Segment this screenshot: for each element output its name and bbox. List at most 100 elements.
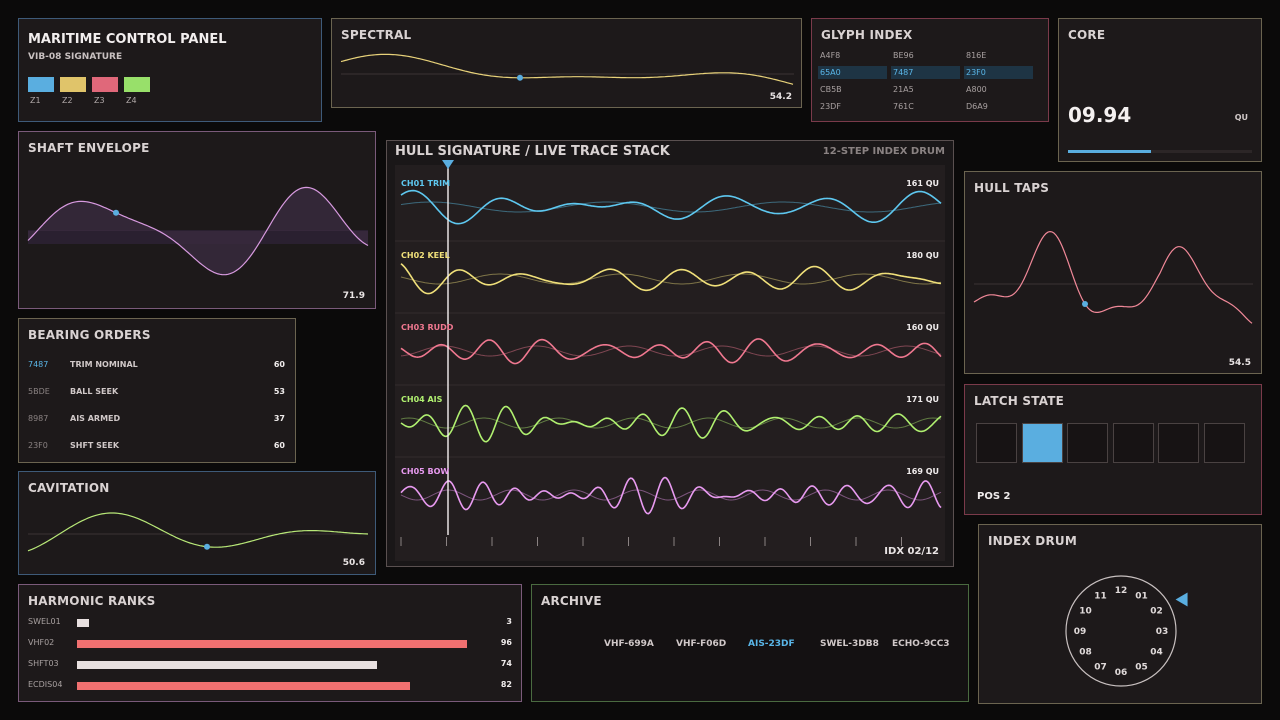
glyph-cell: CB5B xyxy=(820,85,842,94)
bearing-code: 5BDE xyxy=(28,387,50,396)
archive-item[interactable]: ECHO-9CC3 xyxy=(892,639,950,649)
channel-value: 160 QU xyxy=(906,323,939,332)
glyph-index-panel: GLYPH INDEX A4F8 BE96 816E 65A0 7487 23F0 CB5B… xyxy=(811,18,1049,122)
taps-marker xyxy=(1082,301,1088,308)
shaft-marker xyxy=(113,209,119,216)
archive-title: ARCHIVE xyxy=(541,594,602,608)
cursor-marker xyxy=(442,160,454,169)
bearing-value: 60 xyxy=(273,441,285,450)
harmonic-ranks-panel: HARMONIC RANKS SWEL01 3 VHF02 96 SHFT03 74 ECD… xyxy=(18,584,522,702)
glyph-cell: 21A5 xyxy=(893,85,914,94)
trace-area xyxy=(395,165,945,561)
channel-name: CH01 TRIM xyxy=(401,179,451,188)
bearing-code: 8987 xyxy=(28,414,49,423)
glyph-cell: BE96 xyxy=(893,51,914,60)
archive-item[interactable]: VHF-F06D xyxy=(676,639,727,649)
cavitation-wave xyxy=(27,512,369,552)
latch-cell[interactable] xyxy=(976,423,1017,463)
core-panel: CORE 09.94 QU xyxy=(1058,18,1262,162)
glyph-grid: A4F8 BE96 816E 65A0 7487 23F0 CB5B 21A5 A800 23DF… xyxy=(818,49,1044,117)
latch-cell[interactable] xyxy=(1067,423,1108,463)
drum-number: 02 xyxy=(1150,607,1163,617)
glyph-row: 65A0 7487 23F0 xyxy=(818,66,1044,83)
archive-item[interactable]: AIS-23DF xyxy=(748,639,795,649)
drum-number: 06 xyxy=(1115,668,1128,678)
trace-echo xyxy=(400,345,942,357)
channel-value: 161 QU xyxy=(906,179,939,188)
glyph-cell: 761C xyxy=(893,102,914,111)
zone-item: Z3 xyxy=(92,77,118,105)
drum-number: 11 xyxy=(1094,592,1107,602)
drum-number: 12 xyxy=(1115,586,1128,596)
archive-item[interactable]: VHF-699A xyxy=(604,639,654,649)
zone-item: Z1 xyxy=(28,77,54,105)
glyph-row: 23DF 761C D6A9 xyxy=(818,100,1044,117)
latch-cell[interactable] xyxy=(1112,423,1154,463)
trace-line xyxy=(400,189,942,225)
channel-name: CH02 KEEL xyxy=(401,251,450,260)
bearing-label: SHFT SEEK xyxy=(70,441,120,450)
bearing-label: TRIM NOMINAL xyxy=(70,360,138,369)
harmonic-ranks-title: HARMONIC RANKS xyxy=(28,594,156,608)
harmonic-bar xyxy=(77,682,410,690)
shaft-line xyxy=(27,186,369,276)
core-unit: QU xyxy=(1234,113,1248,122)
core-level-fill xyxy=(1068,150,1151,153)
spectral-title: SPECTRAL xyxy=(341,28,412,42)
cavitation-title: CAVITATION xyxy=(28,481,110,495)
hull-taps-title: HULL TAPS xyxy=(974,181,1050,195)
cavitation-value: 50.6 xyxy=(342,558,365,568)
harmonic-bar xyxy=(77,661,378,669)
hull-taps-value: 54.5 xyxy=(1228,358,1251,368)
channel-name: CH04 AIS xyxy=(401,395,443,404)
trace-line xyxy=(400,263,942,295)
trace-line xyxy=(400,404,942,443)
latch-state-panel: LATCH STATE POS 2 xyxy=(964,384,1262,515)
channel-value: 169 QU xyxy=(906,467,939,476)
latch-cell[interactable] xyxy=(1203,423,1245,463)
harmonic-bar xyxy=(77,640,467,648)
archive-item[interactable]: SWEL-3DB8 xyxy=(820,639,879,649)
harmonic-label: SHFT03 xyxy=(28,659,59,668)
zone-swatch xyxy=(60,77,86,92)
spectral-value: 54.2 xyxy=(769,92,792,102)
harmonic-value: 74 xyxy=(500,659,512,668)
cavitation-panel: CAVITATION 50.6 xyxy=(18,471,376,575)
hull-signature-panel: HULL SIGNATURE / LIVE TRACE STACK 12-STE… xyxy=(386,140,954,567)
latch-cell[interactable] xyxy=(1021,423,1063,463)
shaft-envelope-panel: SHAFT ENVELOPE 71.9 xyxy=(18,131,376,309)
glyph-cell: 65A0 xyxy=(818,66,887,79)
glyph-cell: 23F0 xyxy=(964,66,1033,79)
shaft-envelope-wave xyxy=(27,186,369,276)
trace-line xyxy=(400,476,942,515)
bearing-orders-panel: BEARING ORDERS 7487 TRIM NOMINAL 60 5BDE BAL… xyxy=(18,318,296,463)
harmonic-value: 96 xyxy=(500,638,512,647)
bearing-label: AIS ARMED xyxy=(70,414,121,423)
index-drum-title: INDEX DRUM xyxy=(988,534,1077,548)
bearing-label: BALL SEEK xyxy=(70,387,119,396)
glyph-cell: D6A9 xyxy=(966,102,988,111)
latch-position: POS 2 xyxy=(977,491,1011,502)
cav-line xyxy=(27,512,369,552)
channel-name: CH03 RUDD xyxy=(401,323,454,332)
control-panel-header: MARITIME CONTROL PANEL VIB-08 SIGNATURE … xyxy=(18,18,322,122)
latch-cell[interactable] xyxy=(1158,423,1199,463)
zone-label: Z3 xyxy=(94,96,105,105)
shaft-area xyxy=(28,187,368,275)
channel-name: CH05 BOW xyxy=(401,467,450,476)
spectral-panel: SPECTRAL 54.2 xyxy=(331,18,802,108)
bearing-value: 60 xyxy=(273,360,285,369)
zone-swatch xyxy=(92,77,118,92)
drum-number: 03 xyxy=(1156,627,1169,637)
bearing-orders-title: BEARING ORDERS xyxy=(28,328,151,342)
drum-number: 10 xyxy=(1079,607,1092,617)
drum-number: 08 xyxy=(1079,648,1092,658)
core-title: CORE xyxy=(1068,28,1106,42)
glyph-cell: A800 xyxy=(966,85,987,94)
cav-marker xyxy=(204,543,210,550)
hull-signature-subtitle: 12-STEP INDEX DRUM xyxy=(822,146,945,157)
harmonic-label: ECDIS04 xyxy=(28,680,63,689)
bearing-value: 53 xyxy=(273,387,285,396)
trace-echo xyxy=(400,201,942,213)
glyph-cell: 7487 xyxy=(891,66,960,79)
